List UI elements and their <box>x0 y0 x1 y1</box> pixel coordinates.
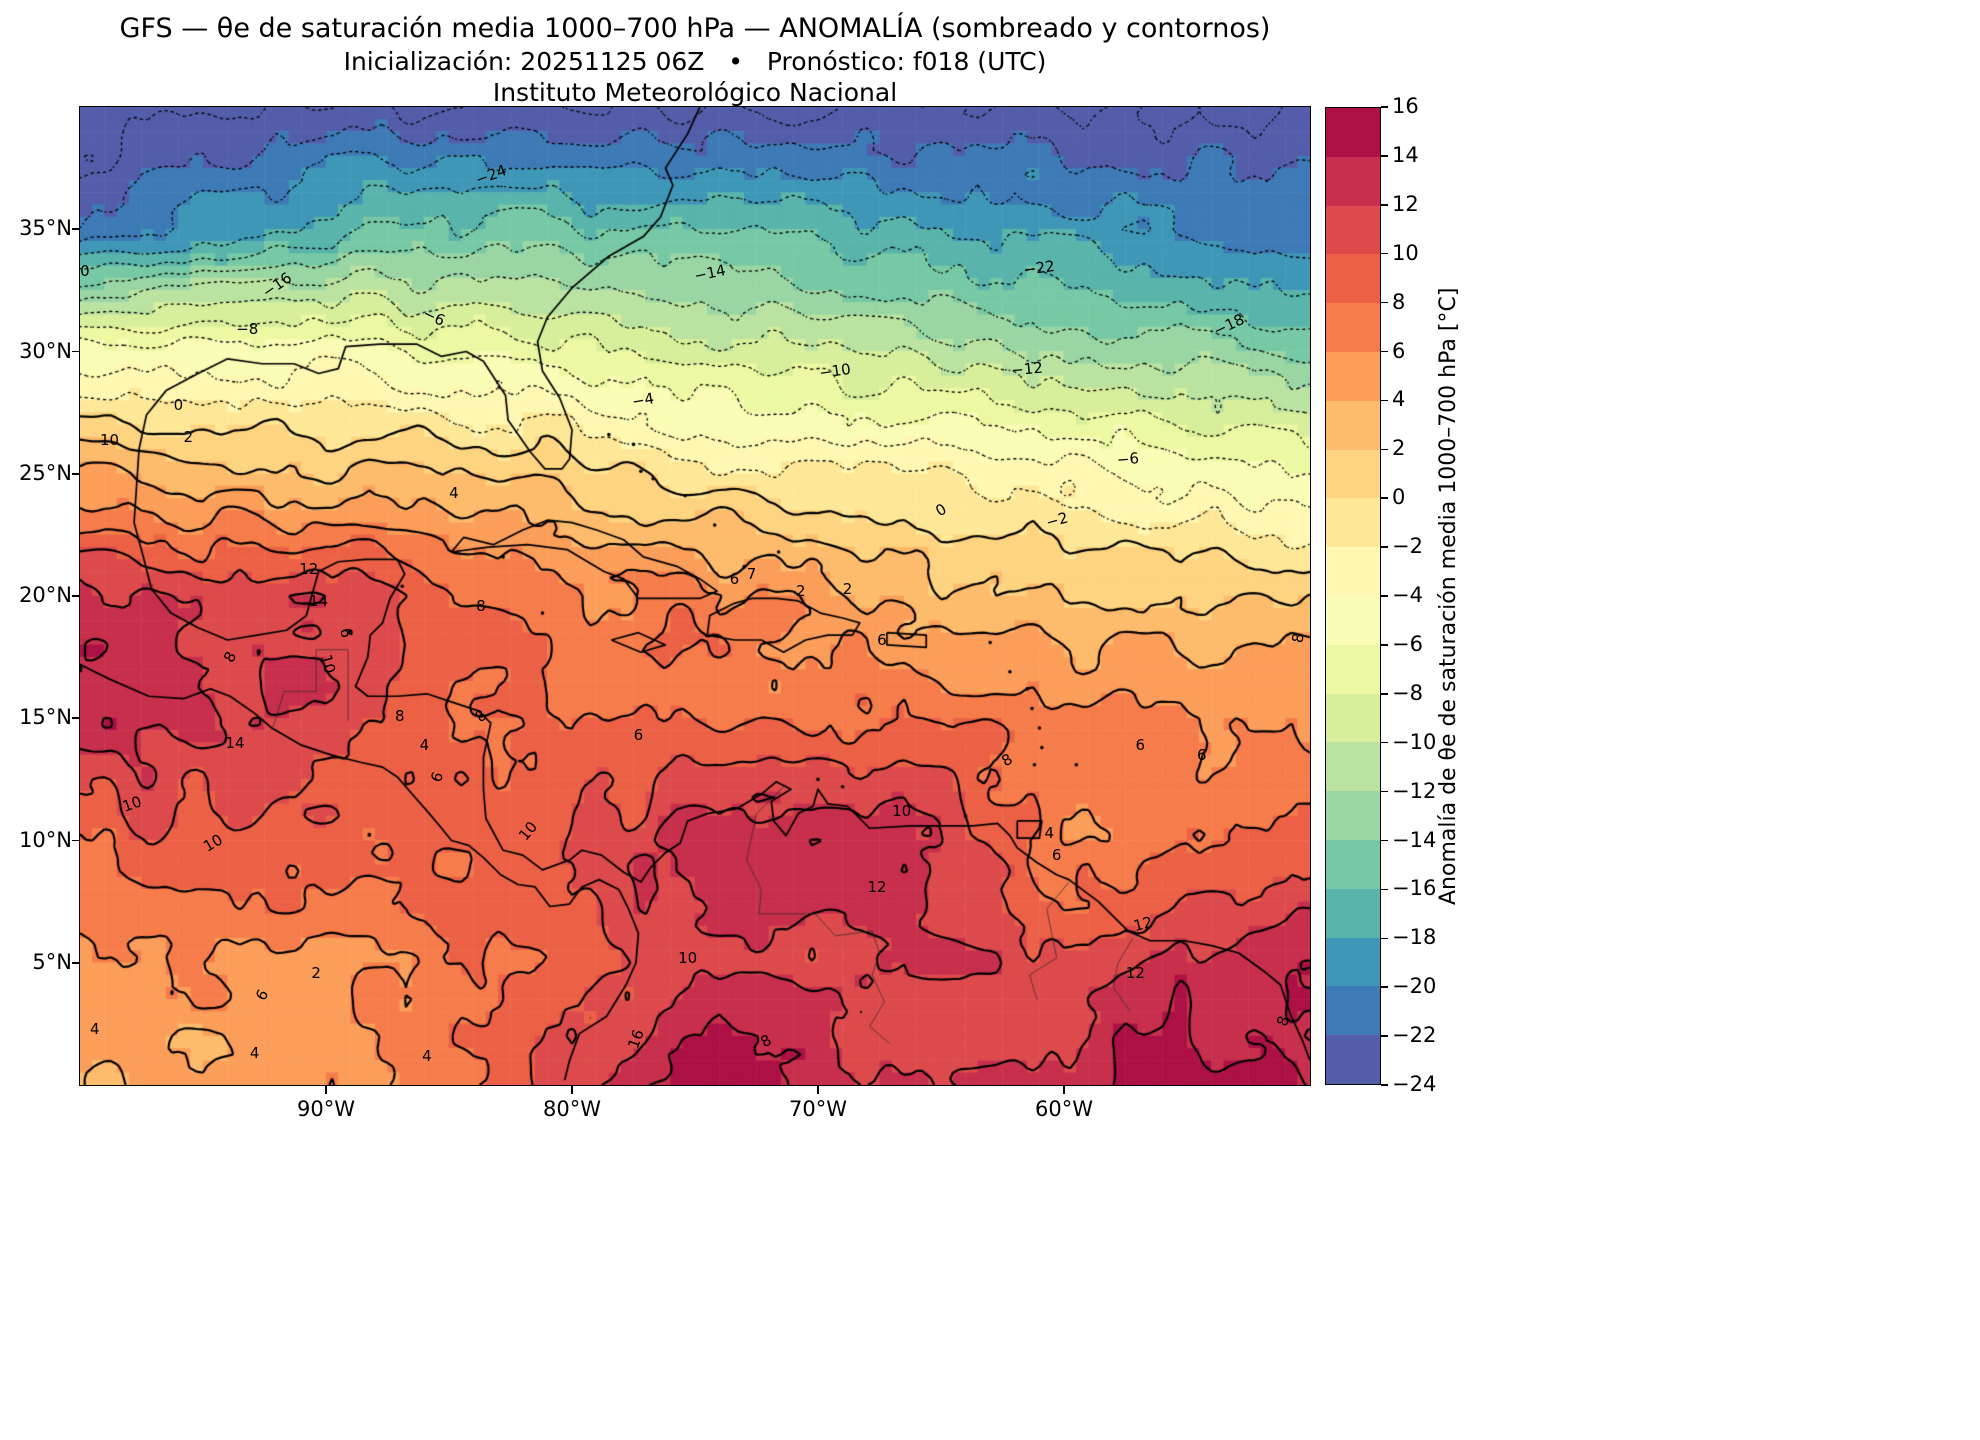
y-tick-label: 20°N <box>19 583 72 607</box>
y-tick-mark <box>72 717 80 720</box>
colorbar-band <box>1326 351 1380 401</box>
colorbar <box>1325 107 1381 1085</box>
colorbar-tick-mark <box>1381 693 1388 695</box>
x-tick-label: 70°W <box>789 1097 847 1121</box>
colorbar-tick-label: −22 <box>1392 1023 1437 1048</box>
colorbar-band <box>1326 205 1380 255</box>
y-tick-label: 35°N <box>19 216 72 241</box>
colorbar-band <box>1326 1035 1380 1084</box>
y-tick-mark <box>72 595 80 597</box>
colorbar-tick-label: 2 <box>1392 436 1406 461</box>
chart-title: GFS — θe de saturación media 1000–700 hP… <box>119 13 1271 44</box>
colorbar-band <box>1326 449 1380 499</box>
colorbar-tick-mark <box>1381 204 1388 206</box>
colorbar-tick-label: 10 <box>1392 240 1419 265</box>
colorbar-tick-label: 12 <box>1392 191 1419 216</box>
map-plot-area: −24 0 −16 −8 −6 −14 −22 −18 −12 −10 −4 0 2 10 −6 4 0 −2 12… <box>80 107 1310 1085</box>
colorbar-tick-mark <box>1381 497 1388 499</box>
colorbar-tick-label: 4 <box>1392 387 1406 412</box>
colorbar-tick-label: −4 <box>1392 583 1423 607</box>
y-tick-mark <box>72 839 80 842</box>
x-tick-mark <box>817 1086 819 1094</box>
colorbar-tick-mark <box>1381 399 1388 402</box>
colorbar-tick-mark <box>1381 546 1388 548</box>
colorbar-tick-mark <box>1381 1084 1388 1086</box>
colorbar-band <box>1326 400 1380 450</box>
colorbar-band <box>1326 693 1380 743</box>
colorbar-band <box>1326 791 1380 840</box>
colorbar-tick-label: −14 <box>1392 827 1437 852</box>
colorbar-band <box>1326 156 1380 206</box>
colorbar-band <box>1326 108 1380 157</box>
colorbar-tick-label: −2 <box>1392 534 1423 559</box>
colorbar-tick-label: 16 <box>1392 94 1419 118</box>
colorbar-tick-mark <box>1381 986 1388 988</box>
colorbar-tick-mark <box>1381 155 1388 157</box>
colorbar-tick-mark <box>1381 1035 1388 1037</box>
colorbar-tick-mark <box>1381 252 1388 255</box>
colorbar-tick-label: −18 <box>1392 925 1437 950</box>
y-tick-mark <box>72 961 80 964</box>
colorbar-band <box>1326 547 1380 596</box>
colorbar-tick-mark <box>1381 595 1388 597</box>
colorbar-tick-label: −6 <box>1392 631 1423 656</box>
y-tick-label: 15°N <box>19 705 72 730</box>
colorbar-tick-label: 8 <box>1392 289 1406 314</box>
y-tick-label: 25°N <box>19 460 72 485</box>
colorbar-band <box>1326 888 1380 938</box>
chart-subtitle: Inicialización: 20251125 06Z • Pronóstic… <box>343 47 1047 76</box>
colorbar-band <box>1326 644 1380 694</box>
chart-institution: Instituto Meteorológico Nacional <box>492 78 898 107</box>
anomaly-map-canvas <box>80 107 1310 1085</box>
y-tick-mark <box>72 472 80 475</box>
colorbar-label: Anomalía de θe de saturación media 1000–… <box>1436 287 1461 905</box>
colorbar-tick-mark <box>1381 937 1388 940</box>
colorbar-band <box>1326 986 1380 1036</box>
colorbar-tick-label: −8 <box>1392 680 1423 705</box>
colorbar-tick-mark <box>1381 790 1388 793</box>
colorbar-tick-label: −12 <box>1392 778 1437 803</box>
colorbar-tick-mark <box>1381 448 1388 451</box>
colorbar-tick-label: 6 <box>1392 338 1406 363</box>
colorbar-tick-mark <box>1381 741 1388 744</box>
colorbar-band <box>1326 595 1380 645</box>
y-tick-label: 10°N <box>19 827 72 852</box>
colorbar-tick-mark <box>1381 350 1388 353</box>
colorbar-tick-label: 14 <box>1392 142 1419 167</box>
colorbar-tick-label: 0 <box>1392 485 1406 510</box>
colorbar-tick-label: −24 <box>1392 1072 1437 1096</box>
colorbar-tick-mark <box>1381 106 1388 108</box>
colorbar-tick-mark <box>1381 644 1388 646</box>
colorbar-band <box>1326 839 1380 889</box>
y-tick-label: 5°N <box>32 949 72 974</box>
colorbar-tick-mark <box>1381 888 1388 891</box>
colorbar-tick-mark <box>1381 839 1388 842</box>
y-tick-mark <box>72 228 80 231</box>
colorbar-band <box>1326 937 1380 987</box>
colorbar-tick-label: −10 <box>1392 729 1437 754</box>
y-tick-mark <box>72 350 80 353</box>
x-tick-mark <box>571 1086 573 1094</box>
y-tick-label: 30°N <box>19 338 72 363</box>
x-tick-label: 80°W <box>543 1097 601 1121</box>
x-tick-label: 90°W <box>297 1097 355 1121</box>
colorbar-band <box>1326 303 1380 352</box>
x-tick-mark <box>325 1086 327 1094</box>
colorbar-band <box>1326 742 1380 792</box>
colorbar-tick-mark <box>1381 301 1388 304</box>
colorbar-tick-label: −20 <box>1392 974 1437 999</box>
colorbar-tick-label: −16 <box>1392 876 1437 901</box>
title-block: GFS — θe de saturación media 1000–700 hP… <box>80 12 1310 108</box>
colorbar-band <box>1326 498 1380 548</box>
x-tick-mark <box>1063 1086 1065 1094</box>
x-tick-label: 60°W <box>1035 1097 1093 1121</box>
colorbar-band <box>1326 254 1380 304</box>
